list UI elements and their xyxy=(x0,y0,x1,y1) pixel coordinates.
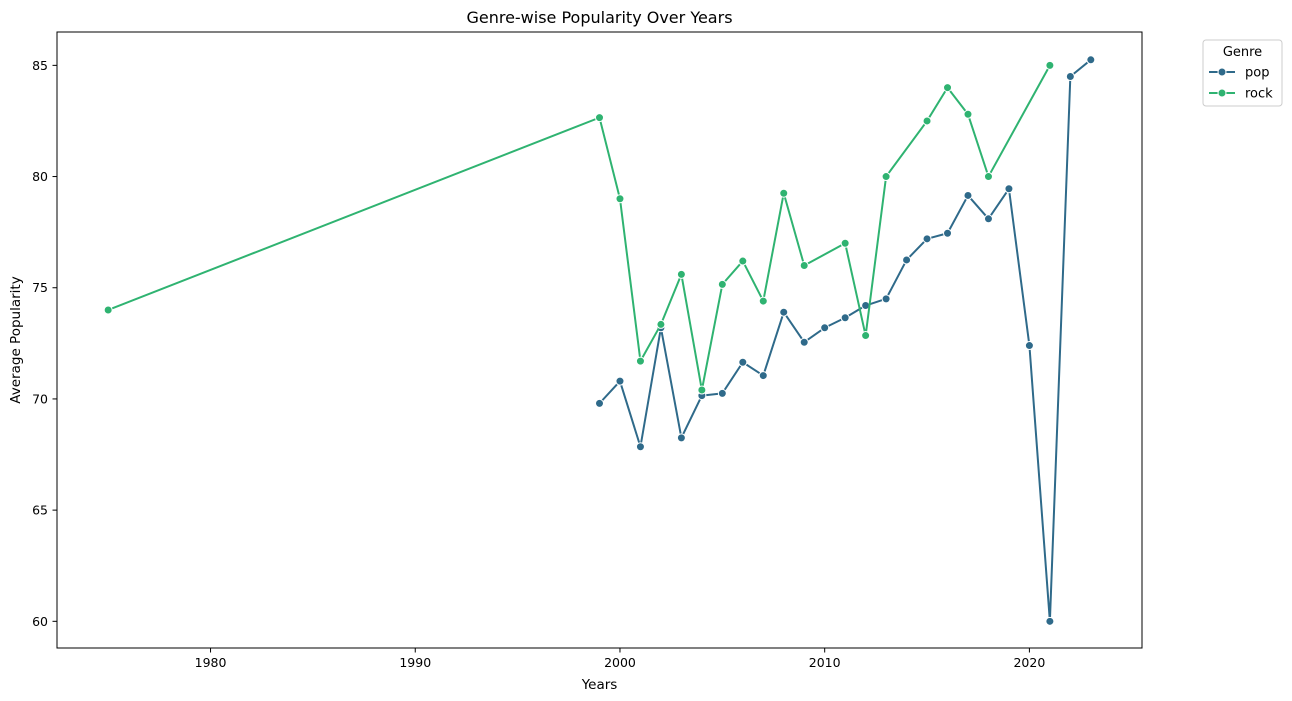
x-tick-label: 2020 xyxy=(1013,655,1045,670)
x-axis-label: Years xyxy=(581,677,618,693)
data-point-pop xyxy=(943,228,953,238)
data-point-rock xyxy=(656,319,666,329)
data-point-pop xyxy=(738,357,748,367)
data-point-rock xyxy=(595,113,604,123)
legend-label: rock xyxy=(1245,87,1273,102)
legend-item-rock: rock xyxy=(1209,87,1273,102)
data-point-pop xyxy=(676,433,686,443)
data-point-pop xyxy=(758,371,768,381)
y-tick-label: 85 xyxy=(32,58,48,73)
legend-items: pop rock xyxy=(1209,66,1273,102)
data-point-rock xyxy=(983,172,993,182)
legend-swatch-marker xyxy=(1217,67,1227,77)
data-point-rock xyxy=(943,83,953,93)
series-rock xyxy=(103,60,1055,395)
data-point-rock xyxy=(861,331,871,341)
data-point-pop xyxy=(1065,71,1075,81)
legend-title: Genre xyxy=(1223,45,1262,60)
plot-area xyxy=(56,31,1143,649)
data-point-rock xyxy=(676,269,686,279)
y-tick-label: 60 xyxy=(32,614,48,629)
data-point-pop xyxy=(799,337,809,347)
data-point-pop xyxy=(615,376,625,386)
data-point-pop xyxy=(881,294,891,304)
legend-label: pop xyxy=(1245,66,1269,81)
series-line-pop xyxy=(598,58,1092,623)
series-line-rock xyxy=(107,64,1051,392)
data-point-rock xyxy=(840,238,850,248)
y-tick-label: 80 xyxy=(32,169,48,184)
data-point-pop xyxy=(635,442,645,452)
data-point-pop xyxy=(902,255,912,265)
legend-item-pop: pop xyxy=(1209,66,1269,81)
data-point-rock xyxy=(738,256,748,266)
data-point-pop xyxy=(717,388,727,398)
data-point-pop xyxy=(1024,341,1034,351)
data-point-rock xyxy=(1045,60,1055,70)
series-pop xyxy=(595,55,1096,626)
data-point-pop xyxy=(922,234,932,244)
x-tick-label: 1980 xyxy=(195,655,227,670)
data-point-rock xyxy=(717,279,727,289)
y-axis-label: Average Popularity xyxy=(8,276,24,403)
data-point-pop xyxy=(840,313,850,323)
data-point-pop xyxy=(1045,616,1055,626)
y-axis: 60 65 70 75 80 85 xyxy=(32,58,57,629)
x-tick-label: 2010 xyxy=(809,655,841,670)
data-point-pop xyxy=(779,307,789,317)
data-point-rock xyxy=(758,296,768,306)
data-point-pop xyxy=(595,398,604,408)
data-point-rock xyxy=(922,116,932,126)
x-axis: 1980 1990 2000 2010 2020 xyxy=(195,648,1045,670)
x-tick-label: 1990 xyxy=(399,655,431,670)
data-point-rock xyxy=(779,188,789,198)
y-tick-label: 75 xyxy=(32,280,48,295)
data-point-rock xyxy=(615,194,625,204)
data-point-pop xyxy=(1086,55,1096,65)
x-tick-label: 2000 xyxy=(604,655,636,670)
data-point-pop xyxy=(820,323,830,333)
data-point-pop xyxy=(1004,184,1014,194)
series-layer xyxy=(103,55,1096,626)
data-point-pop xyxy=(963,190,973,200)
data-point-rock xyxy=(881,172,891,182)
legend: Genre pop rock xyxy=(1202,39,1283,107)
data-point-rock xyxy=(697,385,707,395)
data-point-rock xyxy=(103,305,113,315)
data-point-pop xyxy=(983,214,993,224)
plot-border xyxy=(56,31,1143,649)
y-tick-label: 70 xyxy=(32,391,48,406)
data-point-rock xyxy=(963,109,973,119)
legend-swatch-marker xyxy=(1217,88,1227,98)
chart-title: Genre-wise Popularity Over Years xyxy=(466,8,732,27)
y-tick-label: 65 xyxy=(32,503,48,518)
data-point-rock xyxy=(799,261,809,271)
data-point-rock xyxy=(635,356,645,366)
